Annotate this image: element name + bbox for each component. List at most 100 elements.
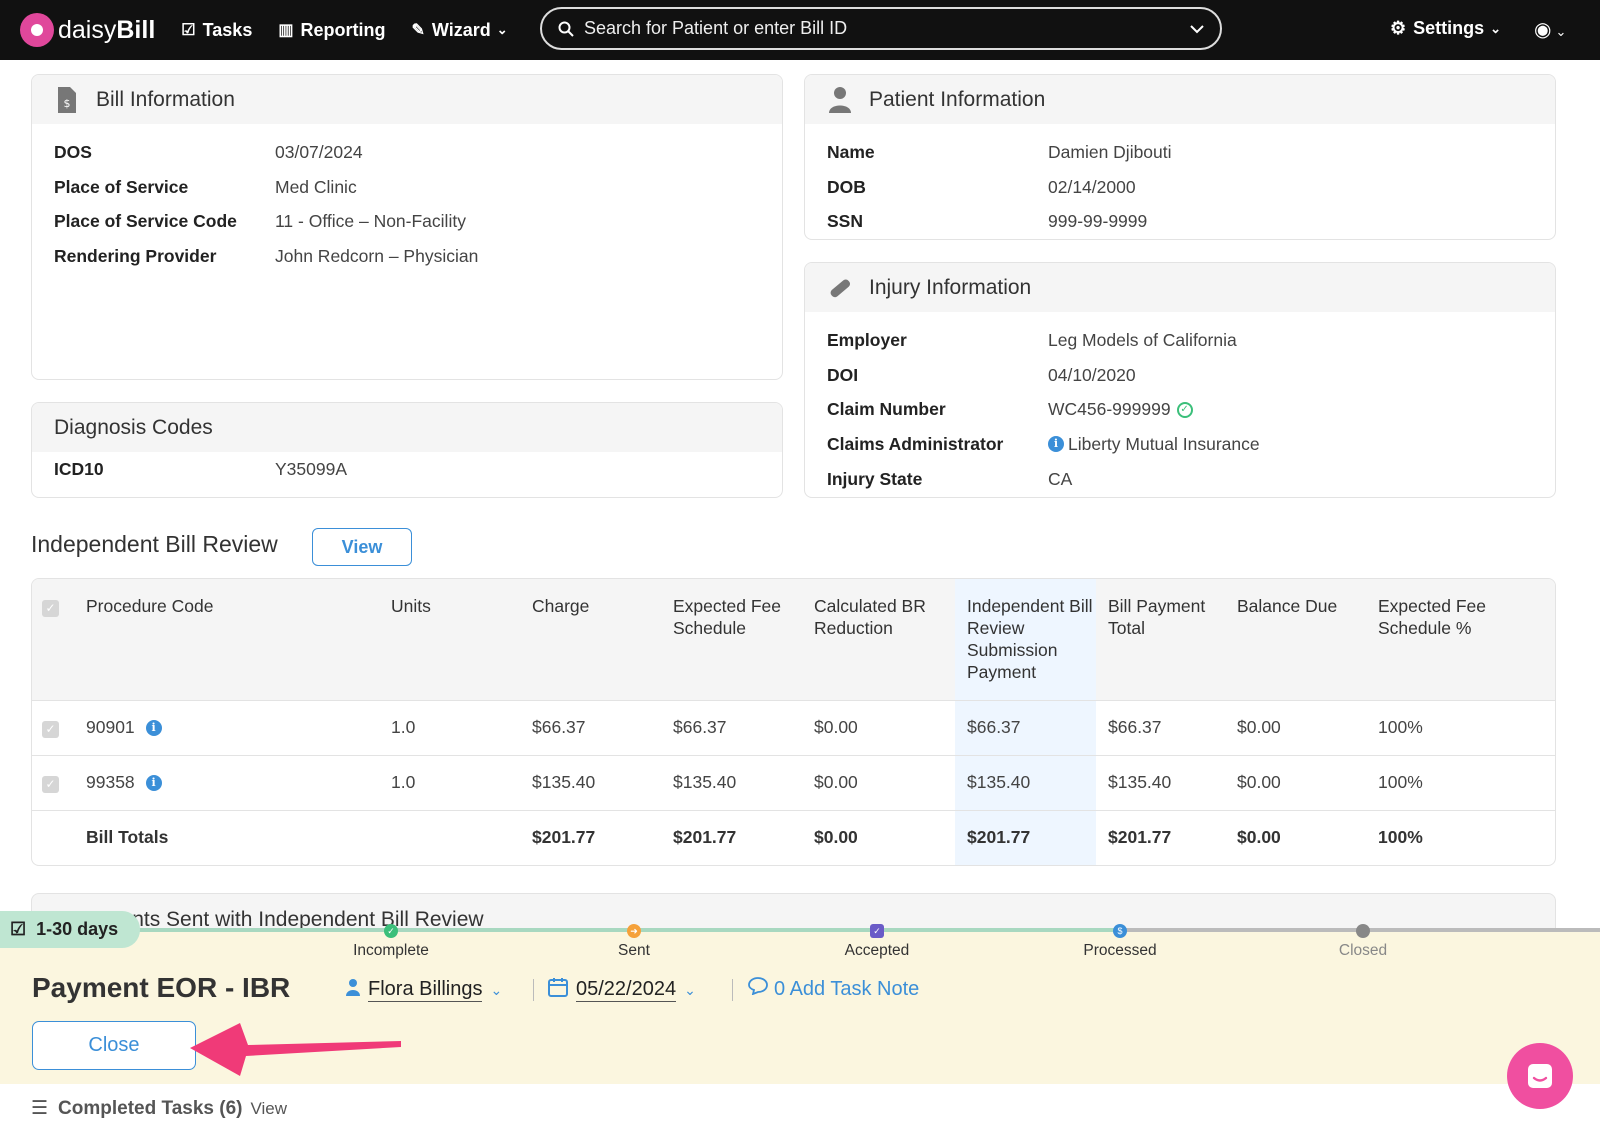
efs-cell: $66.37 [673, 717, 727, 737]
completed-tasks-view-link[interactable]: View [250, 1098, 288, 1118]
patient-info-value: 02/14/2000 [1048, 176, 1136, 197]
bar-chart-icon: ▥ [278, 22, 294, 39]
row-checkbox[interactable]: ✓ [42, 721, 59, 738]
col-expected-fee-schedule: Expected Fee Schedule [673, 596, 781, 638]
bill-payment-total-cell: $135.40 [1108, 772, 1172, 792]
daisybill-logo[interactable]: daisyBill [20, 13, 155, 47]
nav-tasks-label: Tasks [202, 19, 253, 40]
nav-reporting[interactable]: ▥ Reporting [278, 20, 385, 41]
user-menu[interactable]: ◉ ⌄ [1534, 17, 1566, 42]
chevron-down-icon[interactable] [1190, 24, 1204, 34]
col-expected-fee-schedule-pct: Expected Fee Schedule % [1378, 596, 1486, 638]
bill-info-label: Place of Service Code [54, 211, 237, 232]
info-icon[interactable]: i [1048, 436, 1064, 453]
step-accepted: ✓ Accepted [817, 924, 937, 960]
step-label: Processed [1083, 942, 1157, 959]
total-br: $0.00 [814, 827, 858, 848]
close-task-button[interactable]: Close [32, 1021, 196, 1070]
daisy-flower-icon [20, 13, 54, 47]
chat-launcher-button[interactable] [1507, 1043, 1573, 1109]
claims-administrator-link[interactable]: Liberty Mutual Insurance [1068, 433, 1260, 454]
ibr-table-panel: ✓ Procedure Code Units Charge Expected F… [31, 578, 1556, 866]
bill-information-header: $ Bill Information [32, 75, 782, 124]
diagnosis-value: Y35099A [275, 458, 348, 479]
col-ibr-submission-payment: Independent Bill Review Submission Payme… [955, 579, 1096, 700]
row-checkbox[interactable]: ✓ [42, 776, 59, 793]
total-charge: $201.77 [532, 827, 596, 848]
col-procedure-code: Procedure Code [86, 596, 214, 616]
bill-totals-row: Bill Totals $201.77 $201.77 $0.00 $201.7… [32, 810, 1555, 865]
user-avatar-icon: ◉ [1534, 19, 1552, 41]
diagnosis-codes-header: Diagnosis Codes [32, 403, 782, 452]
task-due-date[interactable]: 05/22/2024 ⌄ [548, 977, 696, 1003]
assignee-name: Flora Billings [368, 978, 483, 1002]
add-task-note-link[interactable]: 0 Add Task Note [748, 977, 919, 1001]
due-date-value: 05/22/2024 [576, 978, 677, 1002]
nav-wizard[interactable]: ✎ Wizard ⌄ [411, 20, 507, 41]
documents-sent-title: Documents Sent with Independent Bill Rev… [54, 908, 484, 931]
injury-label: Claims Administrator [827, 433, 1004, 454]
units-cell: 1.0 [391, 717, 416, 737]
charge-cell: $66.37 [532, 717, 586, 737]
chevron-down-icon: ⌄ [1490, 20, 1502, 36]
empty-cell [32, 810, 86, 865]
bill-info-row: DOS 03/07/2024 [32, 135, 782, 170]
injury-information-header: Injury Information [805, 263, 1555, 312]
procedure-code-cell: 90901 i [86, 700, 391, 755]
settings-label: Settings [1413, 18, 1485, 38]
injury-row-claims-administrator: Claims Administrator i Liberty Mutual In… [805, 427, 1555, 462]
chevron-down-icon: ⌄ [496, 22, 508, 37]
ibr-view-button[interactable]: View [312, 528, 412, 566]
row-checkbox-cell: ✓ [32, 700, 86, 755]
task-assignee[interactable]: Flora Billings ⌄ [346, 978, 502, 1002]
step-processed: $ Processed [1060, 924, 1180, 960]
dollar-circle-icon: $ [1113, 924, 1127, 938]
injury-row-doi: DOI 04/10/2020 [805, 358, 1555, 393]
nav-reporting-label: Reporting [300, 19, 386, 40]
patient-info-label: DOB [827, 176, 866, 197]
logo-prefix: daisy [58, 15, 117, 44]
calendar-icon [548, 977, 568, 1003]
patient-icon [827, 86, 853, 114]
patient-information-header: Patient Information [805, 75, 1555, 124]
info-icon[interactable]: i [145, 720, 162, 737]
totals-label: Bill Totals [86, 827, 169, 848]
balance-due-cell: $0.00 [1237, 717, 1281, 737]
task-panel [0, 928, 1600, 1084]
ibr-payment-cell: $66.37 [955, 700, 1096, 755]
injury-label: Claim Number [827, 399, 946, 420]
procedure-code: 99358 [86, 772, 135, 792]
chat-icon [1528, 1064, 1552, 1088]
patient-search[interactable] [540, 7, 1222, 50]
row-checkbox-cell: ✓ [32, 755, 86, 810]
total-bal: $0.00 [1237, 827, 1281, 848]
bill-information-panel: $ Bill Information DOS 03/07/2024 Place of… [31, 74, 783, 380]
user-icon [346, 978, 360, 1002]
task-title: Payment EOR - IBR [32, 972, 291, 1003]
total-ibr: $201.77 [955, 810, 1096, 865]
select-all-checkbox[interactable]: ✓ [42, 600, 59, 617]
efs-cell: $135.40 [673, 772, 737, 792]
nav-tasks[interactable]: ☑ Tasks [181, 20, 252, 41]
patient-info-row: SSN 999-99-9999 [805, 204, 1555, 239]
bill-info-value: Med Clinic [275, 176, 357, 197]
clipboard-check-icon: ☑ [10, 919, 27, 939]
magic-wand-icon: ✎ [411, 22, 425, 39]
col-charge: Charge [532, 596, 590, 616]
step-closed: Closed [1303, 924, 1423, 960]
bill-info-label: DOS [54, 141, 92, 162]
search-input[interactable] [584, 18, 1190, 39]
bill-info-value: John Redcorn – Physician [275, 245, 479, 266]
efs-pct-cell: 100% [1378, 772, 1423, 792]
completed-tasks-label: Completed Tasks (6) [58, 1097, 243, 1119]
info-icon[interactable]: i [145, 775, 162, 792]
verified-check-icon: ✓ [1176, 401, 1193, 418]
bill-info-label: Rendering Provider [54, 245, 217, 266]
bandage-icon [827, 274, 853, 302]
completed-tasks[interactable]: ☰ Completed Tasks (6) View [31, 1097, 287, 1120]
diagnosis-codes-panel: Diagnosis Codes ICD10 Y35099A [31, 402, 783, 498]
settings-menu[interactable]: ⚙ Settings ⌄ [1390, 18, 1501, 39]
patient-information-title: Patient Information [869, 87, 1046, 111]
search-icon [558, 21, 574, 37]
arrow-circle-icon: ➜ [627, 924, 641, 938]
